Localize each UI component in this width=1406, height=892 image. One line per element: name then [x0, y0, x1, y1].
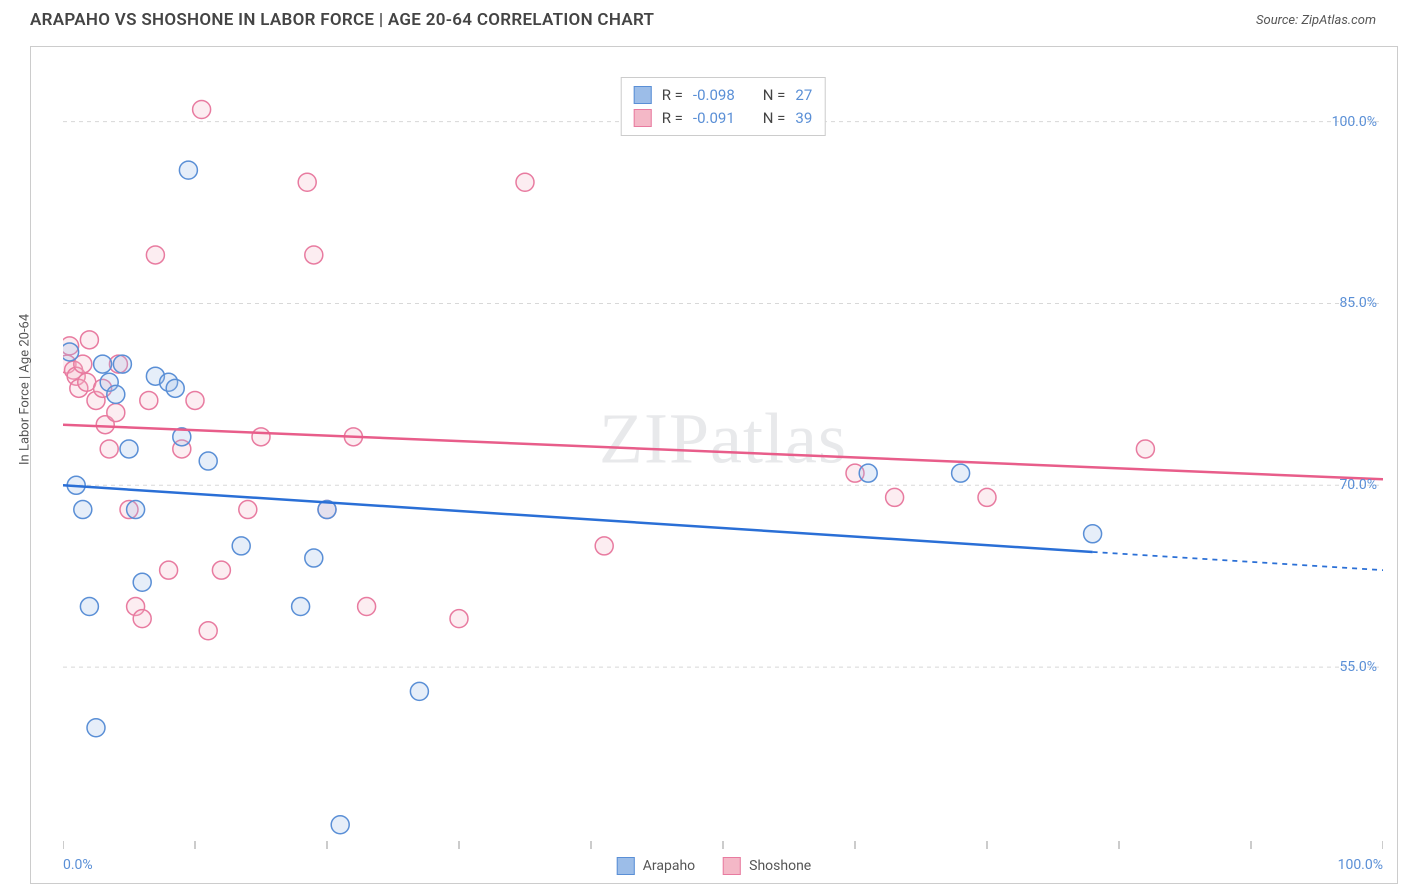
y-tick-label: 85.0%: [1339, 295, 1377, 311]
chart-header: ARAPAHO VS SHOSHONE IN LABOR FORCE | AGE…: [0, 0, 1406, 38]
swatch-arapaho: [634, 86, 652, 104]
chart-title: ARAPAHO VS SHOSHONE IN LABOR FORCE | AGE…: [30, 10, 654, 30]
source-attribution: Source: ZipAtlas.com: [1256, 13, 1376, 28]
stats-legend: R = -0.098 N = 27 R = -0.091 N = 39: [621, 77, 826, 136]
arapaho-r-value: -0.098: [693, 84, 735, 107]
x-tick-label: 0.0%: [63, 857, 93, 873]
n-label: N =: [763, 107, 786, 130]
plot-area: ZIPatlas R = -0.098 N = 27 R = -0.091 N …: [63, 61, 1383, 849]
swatch-shoshone: [723, 857, 741, 875]
source-prefix: Source:: [1256, 13, 1301, 28]
y-tick-label: 70.0%: [1339, 477, 1377, 493]
stats-row-arapaho: R = -0.098 N = 27: [634, 84, 813, 107]
source-name: ZipAtlas.com: [1301, 13, 1376, 28]
legend-item-shoshone: Shoshone: [723, 857, 811, 875]
legend-item-arapaho: Arapaho: [617, 857, 695, 875]
arapaho-n-value: 27: [795, 84, 812, 107]
y-tick-label: 55.0%: [1339, 659, 1377, 675]
x-tick-label: 100.0%: [1338, 857, 1383, 873]
legend-label-arapaho: Arapaho: [643, 858, 695, 874]
legend-label-shoshone: Shoshone: [749, 858, 811, 874]
y-axis-label: In Labor Force | Age 20-64: [18, 314, 33, 465]
r-label: R =: [662, 84, 683, 107]
series-legend: Arapaho Shoshone: [617, 857, 811, 875]
y-tick-label: 100.0%: [1332, 114, 1377, 130]
swatch-arapaho: [617, 857, 635, 875]
n-label: N =: [763, 84, 786, 107]
shoshone-r-value: -0.091: [693, 107, 735, 130]
stats-row-shoshone: R = -0.091 N = 39: [634, 107, 813, 130]
scatter-plot-svg: [63, 61, 1383, 849]
shoshone-n-value: 39: [795, 107, 812, 130]
chart-container: In Labor Force | Age 20-64 ZIPatlas R = …: [30, 46, 1398, 884]
r-label: R =: [662, 107, 683, 130]
swatch-shoshone: [634, 109, 652, 127]
